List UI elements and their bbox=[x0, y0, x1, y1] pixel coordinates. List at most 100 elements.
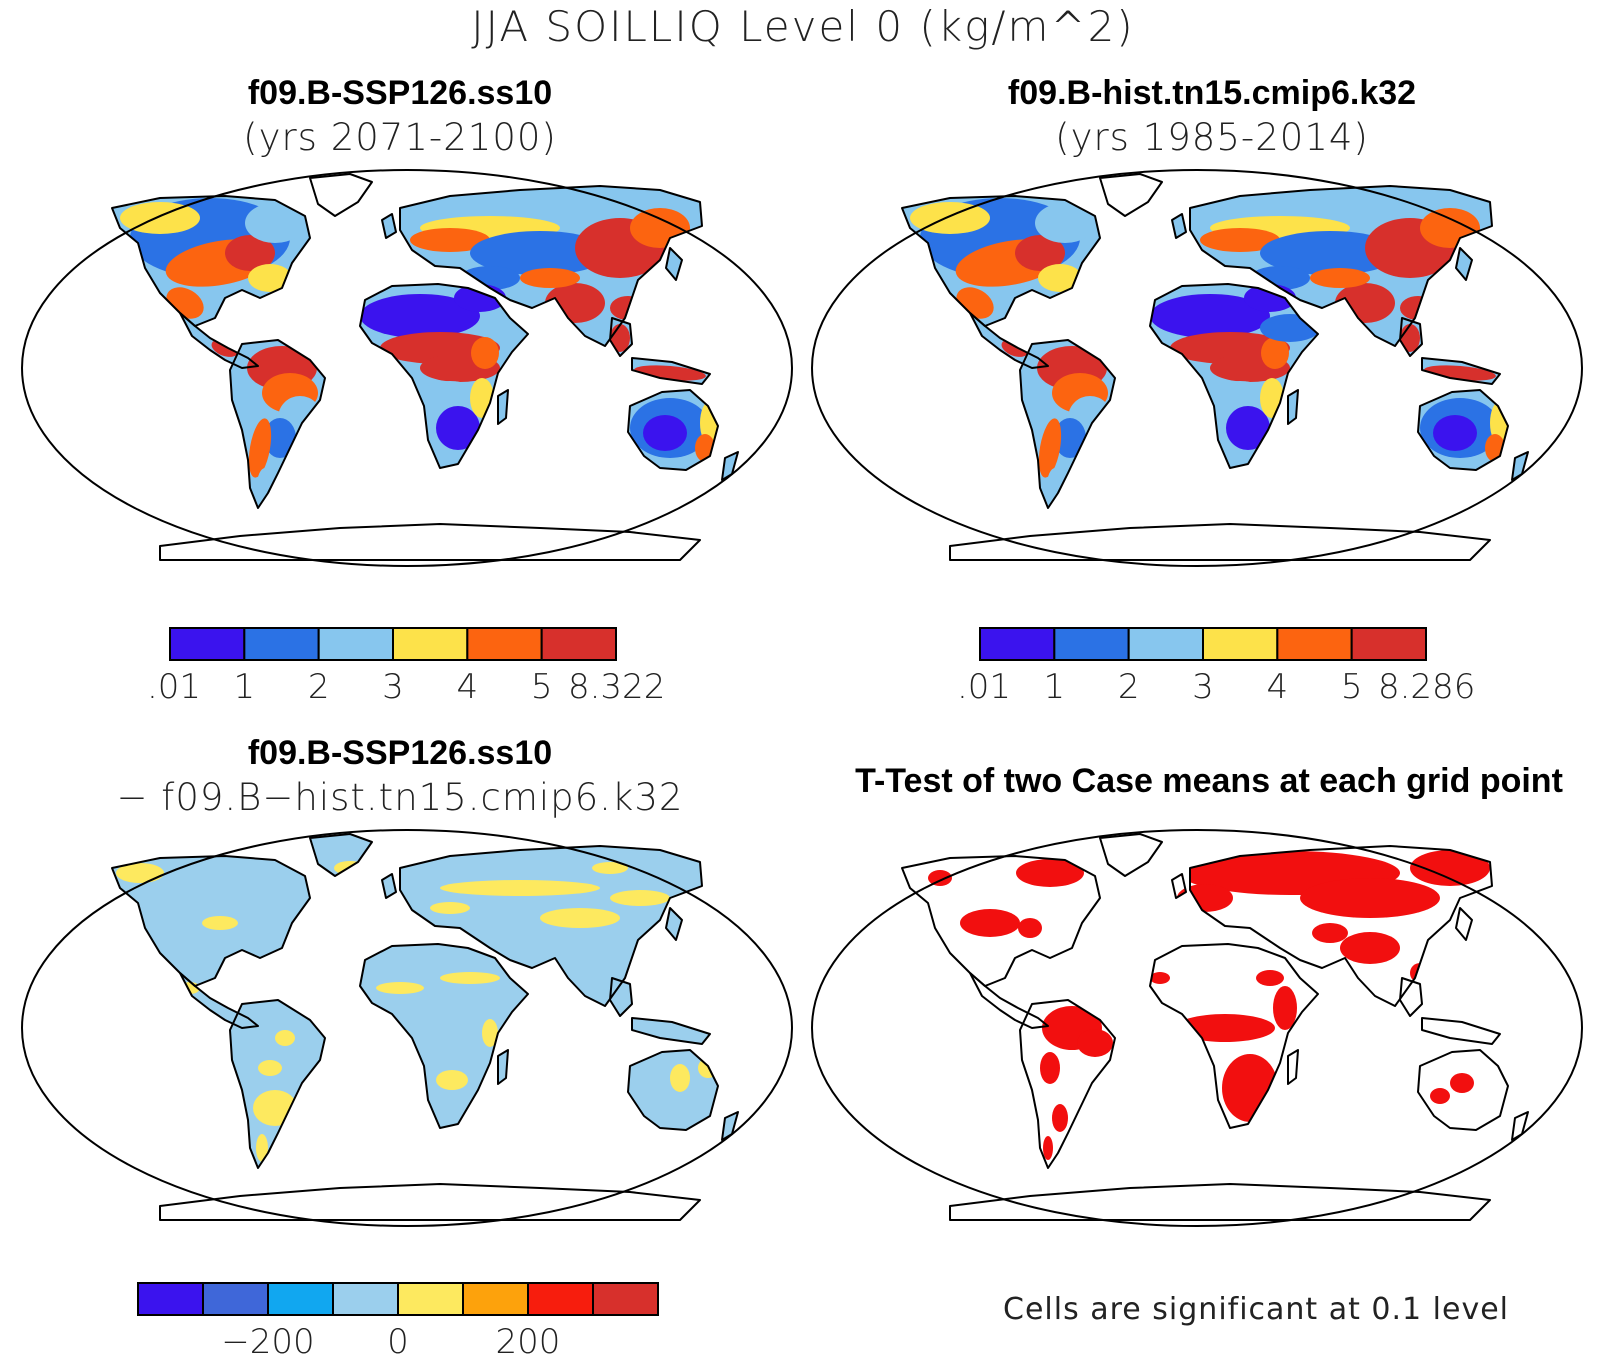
eurasia-outline bbox=[1189, 185, 1493, 347]
indonesia-outline bbox=[631, 1017, 711, 1045]
field-region bbox=[1052, 1104, 1068, 1132]
field-region bbox=[1256, 970, 1284, 986]
colorbar-tick-label: 8.322 bbox=[567, 667, 666, 707]
antarctica-nodata bbox=[160, 1184, 700, 1220]
map-panel-diff bbox=[21, 829, 793, 1227]
field-region bbox=[436, 406, 480, 450]
north-america-outline bbox=[111, 855, 311, 987]
colorbar-diff bbox=[137, 1282, 659, 1316]
field-region bbox=[264, 418, 296, 458]
colorbar-tick-label: 3 bbox=[382, 667, 404, 707]
africa-outline bbox=[1149, 283, 1319, 469]
southeast-asia-outline bbox=[609, 977, 633, 1017]
central-america-outline bbox=[969, 972, 1049, 1029]
field-region bbox=[1038, 264, 1082, 292]
field-region bbox=[436, 1070, 468, 1090]
field-region bbox=[1260, 231, 1400, 275]
panel1-subtitle: (yrs 2071-2100) bbox=[243, 116, 557, 159]
colorbar-box bbox=[462, 1282, 529, 1316]
field-region bbox=[643, 415, 687, 451]
colorbar-tick-label: 2 bbox=[1117, 667, 1140, 707]
field-region bbox=[960, 909, 1020, 937]
japan-outline bbox=[665, 907, 683, 941]
colorbar-box bbox=[243, 627, 320, 661]
field-region bbox=[258, 1060, 282, 1076]
eurasia-outline bbox=[1189, 845, 1493, 1007]
field-region bbox=[1312, 923, 1348, 943]
colorbar-box bbox=[202, 1282, 269, 1316]
field-region bbox=[1200, 228, 1280, 252]
madagascar-outline bbox=[497, 389, 509, 425]
field-region bbox=[1430, 1088, 1450, 1104]
australia-outline bbox=[1417, 1049, 1509, 1131]
field-region bbox=[248, 418, 272, 478]
field-region bbox=[1150, 294, 1270, 338]
colorbar-box bbox=[1350, 627, 1427, 661]
africa-outline bbox=[359, 283, 529, 469]
indonesia-outline bbox=[1421, 357, 1501, 385]
colorbar-box bbox=[466, 627, 543, 661]
map-border bbox=[811, 169, 1583, 567]
colorbar-case1 bbox=[169, 627, 617, 661]
map-border bbox=[811, 829, 1583, 1227]
south-america-outline bbox=[1019, 339, 1116, 509]
colorbar-tick-label: 3 bbox=[1192, 667, 1214, 707]
colorbar-box bbox=[1127, 627, 1205, 661]
field-region bbox=[470, 231, 610, 275]
field-region bbox=[116, 863, 164, 883]
colorbar-tick-label: 1 bbox=[1043, 667, 1066, 707]
field-region bbox=[1273, 986, 1297, 1030]
map-border bbox=[21, 829, 793, 1227]
greenland-outline bbox=[309, 833, 373, 877]
field-region bbox=[670, 1064, 690, 1092]
antarctica-nodata bbox=[160, 524, 700, 560]
africa-outline bbox=[1149, 943, 1319, 1129]
field-region bbox=[376, 982, 424, 994]
colorbar-box bbox=[527, 1282, 594, 1316]
greenland-outline bbox=[1099, 833, 1163, 877]
field-region bbox=[520, 268, 580, 288]
eurasia-outline bbox=[399, 185, 703, 347]
colorbar-tick-label: −200 bbox=[221, 1322, 315, 1362]
field-region bbox=[610, 890, 670, 906]
colorbar-box bbox=[1202, 627, 1279, 661]
field-region bbox=[592, 862, 628, 874]
antarctica-outline bbox=[159, 1183, 701, 1221]
colorbar-box bbox=[540, 627, 617, 661]
field-region bbox=[1040, 1052, 1060, 1084]
japan-outline bbox=[665, 247, 683, 281]
southeast-asia-outline bbox=[1399, 317, 1423, 357]
field-region bbox=[471, 337, 499, 369]
colorbar-tick-label: 2 bbox=[307, 667, 330, 707]
southeast-asia-outline bbox=[1399, 977, 1423, 1017]
field-region bbox=[1054, 418, 1086, 458]
field-region bbox=[928, 870, 952, 886]
central-america-outline bbox=[969, 312, 1049, 369]
north-america-outline bbox=[111, 195, 311, 327]
southeast-asia-outline bbox=[609, 317, 633, 357]
indonesia-outline bbox=[1421, 1017, 1501, 1045]
field-region bbox=[1038, 418, 1062, 478]
field-region bbox=[1340, 932, 1400, 964]
australia-outline bbox=[627, 1049, 719, 1131]
field-region bbox=[440, 972, 500, 984]
field-region bbox=[1226, 406, 1270, 450]
central-america-outline bbox=[179, 312, 259, 369]
panel2-subtitle: (yrs 1985-2014) bbox=[1055, 116, 1369, 159]
africa-outline bbox=[359, 943, 529, 1129]
field-region bbox=[248, 264, 292, 292]
colorbar-box bbox=[137, 1282, 204, 1316]
field-region bbox=[275, 1030, 295, 1046]
colorbar-case2 bbox=[979, 627, 1427, 661]
colorbar-box bbox=[979, 627, 1056, 661]
british-isles-outline bbox=[1171, 873, 1187, 899]
field-region bbox=[1016, 859, 1084, 887]
south-america-outline bbox=[1019, 999, 1116, 1169]
colorbar-tick-label: 4 bbox=[1266, 667, 1289, 707]
panel3-title: f09.B-SSP126.ss10 bbox=[247, 734, 553, 772]
map-panel-case2 bbox=[811, 169, 1583, 567]
madagascar-outline bbox=[1287, 1049, 1299, 1085]
field-region bbox=[1300, 878, 1440, 918]
colorbar-box bbox=[392, 627, 469, 661]
ttest-footnote: Cells are significant at 0.1 level bbox=[1003, 1292, 1510, 1327]
